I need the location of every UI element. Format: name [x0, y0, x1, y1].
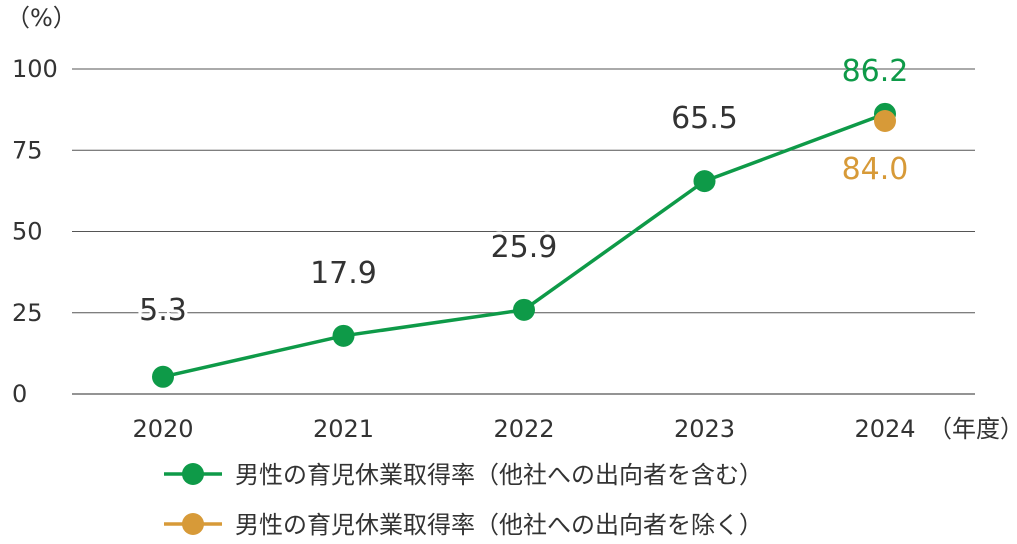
data-point [513, 298, 535, 321]
data-labels: 5.3 17.9 25.9 65.5 86.2 84.0 [136, 54, 909, 331]
x-axis-ticks: 2020 2021 2022 2023 2024 [132, 415, 915, 443]
data-label: 84.0 [842, 152, 909, 187]
data-label: 17.9 [310, 256, 377, 291]
y-tick-label: 0 [12, 380, 27, 408]
data-label: 65.5 [671, 101, 738, 136]
y-axis-ticks: 0 25 50 75 100 [12, 55, 58, 408]
data-point [332, 324, 355, 347]
y-tick-label: 25 [12, 299, 43, 327]
y-axis-unit-label: （%） [6, 4, 77, 32]
legend-swatch-marker [182, 463, 204, 485]
data-label: 25.9 [491, 230, 558, 265]
x-tick-label: 2024 [854, 415, 915, 443]
legend: 男性の育児休業取得率（他社への出向者を含む） 男性の育児休業取得率（他社への出向者… [164, 461, 763, 539]
legend-swatch-marker [182, 513, 204, 535]
y-tick-label: 50 [12, 218, 43, 246]
data-label: 86.2 [842, 54, 909, 89]
y-tick-label: 75 [12, 136, 43, 164]
data-point [152, 365, 174, 388]
x-tick-label: 2021 [313, 415, 374, 443]
legend-label: 男性の育児休業取得率（他社への出向者を含む） [235, 461, 763, 489]
series-layer [152, 102, 896, 388]
gridlines [72, 68, 975, 395]
x-tick-label: 2023 [674, 415, 735, 443]
data-point [693, 170, 716, 193]
x-tick-label: 2022 [493, 415, 554, 443]
legend-label: 男性の育児休業取得率（他社への出向者を除く） [235, 511, 763, 539]
y-tick-label: 100 [12, 55, 58, 83]
data-label: 5.3 [139, 293, 187, 328]
x-tick-label: 2020 [132, 415, 193, 443]
data-point [874, 110, 896, 132]
x-axis-unit-label: （年度） [928, 415, 1017, 443]
